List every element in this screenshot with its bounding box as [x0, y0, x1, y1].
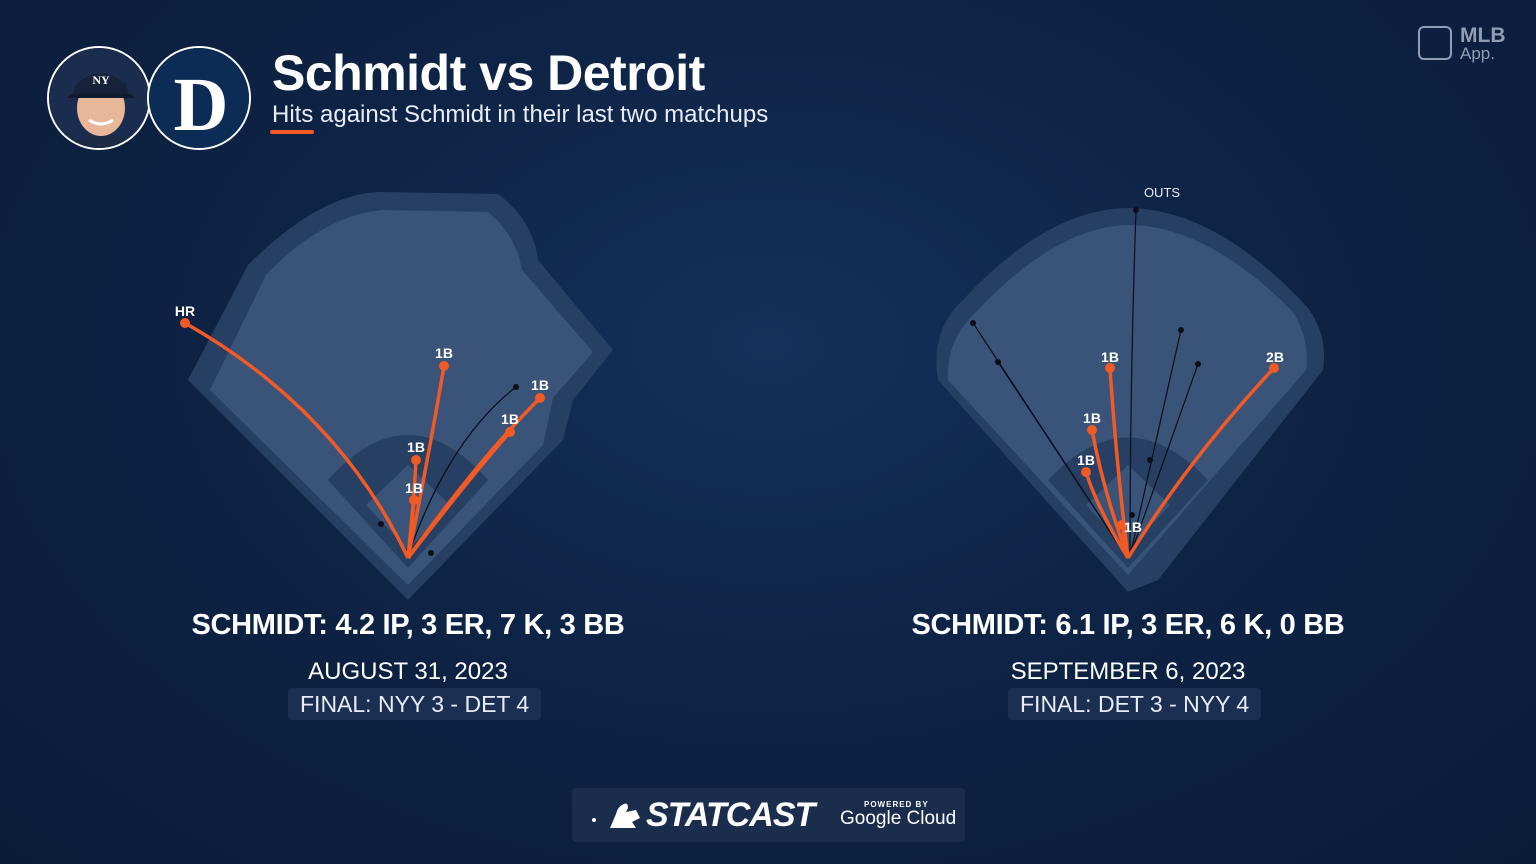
hit-label: 1B — [405, 480, 423, 496]
hit-label: HR — [175, 303, 195, 319]
out-marker — [513, 384, 519, 390]
hit-line-1b — [1084, 471, 1130, 559]
statcast-wordmark: STATCAST — [646, 796, 815, 834]
mlb-batter-icon — [610, 803, 640, 828]
game-1-final-score: FINAL: NYY 3 - DET 4 — [288, 688, 542, 720]
hit-label: 1B — [1101, 349, 1119, 365]
out-marker — [1178, 327, 1184, 333]
hit-label: 2B — [1266, 349, 1284, 365]
out-line — [1129, 329, 1182, 557]
out-marker — [1133, 207, 1139, 213]
game-1-date: AUGUST 31, 2023 — [308, 658, 508, 685]
outs-label: OUTS — [1144, 185, 1180, 200]
mlb-app-logo: MLB App. — [1418, 24, 1518, 64]
spray-chart-game-1: HR 1B 1B 1B 1B 1B — [148, 180, 668, 600]
hit-label: 1B — [407, 439, 425, 455]
field-infield-grass — [366, 465, 450, 550]
statcast-footer-logo: STATCAST POWERED BY Google Cloud — [572, 788, 965, 842]
hit-line-hr — [184, 321, 410, 559]
hit-label: 1B — [531, 377, 549, 393]
hit-line-1b — [1120, 524, 1130, 559]
hit-trajectories: HR 1B 1B 1B 1B 1B — [175, 303, 549, 560]
page-subtitle: Hits against Schmidt in their last two m… — [272, 101, 769, 128]
out-marker — [1195, 361, 1201, 367]
svg-text:NY: NY — [92, 73, 110, 87]
hit-label: 1B — [501, 411, 519, 427]
mlb-app-brand-line2: App. — [1460, 44, 1495, 63]
player-photo: NY — [47, 46, 151, 150]
page-title: Schmidt vs Detroit — [272, 45, 705, 101]
hit-label: 1B — [1083, 410, 1101, 426]
svg-text:D: D — [174, 63, 229, 147]
game-1-pitching-line: SCHMIDT: 4.2 IP, 3 ER, 7 K, 3 BB — [191, 609, 625, 641]
field-outfield — [947, 225, 1307, 575]
game-2-date: SEPTEMBER 6, 2023 — [1010, 658, 1246, 685]
hit-label: 1B — [1077, 452, 1095, 468]
team-logo: D — [147, 46, 251, 150]
field-infield-grass — [1086, 465, 1170, 550]
out-marker — [378, 521, 384, 527]
tigers-d-logo-icon: D — [149, 48, 249, 148]
out-marker — [428, 550, 434, 556]
hit-label: 1B — [435, 345, 453, 361]
hit-label: 1B — [1124, 519, 1142, 535]
out-line — [997, 361, 1127, 557]
out-trajectories — [378, 384, 519, 557]
out-line — [1129, 363, 1199, 557]
out-line — [407, 386, 517, 557]
out-marker — [1147, 457, 1153, 463]
spray-chart-game-2: OUTS 1B 2B 1B 1B — [868, 180, 1388, 600]
hit-line-1b — [406, 430, 512, 560]
hit-trajectories: 1B 2B 1B 1B 1B — [1077, 349, 1284, 559]
google-cloud-wordmark: Google Cloud — [840, 808, 957, 829]
out-trajectories — [970, 207, 1201, 559]
statcast-dot-icon — [592, 818, 596, 822]
out-marker — [970, 320, 976, 326]
game-2-pitching-line: SCHMIDT: 6.1 IP, 3 ER, 6 K, 0 BB — [911, 609, 1345, 641]
mlb-app-brand-line1: MLB — [1460, 24, 1506, 47]
player-headshot-icon: NY — [49, 48, 149, 148]
mlb-logo-icon — [1418, 26, 1452, 60]
out-line — [1129, 209, 1137, 559]
hit-line-1b — [406, 365, 446, 559]
hit-line-1b — [1090, 429, 1130, 559]
game-2-final-score: FINAL: DET 3 - NYY 4 — [1008, 688, 1262, 720]
field-outfield — [210, 210, 593, 585]
hit-line-2b — [1126, 366, 1276, 559]
subtitle-accent-bar — [270, 130, 314, 134]
out-marker — [995, 359, 1001, 365]
powered-by-label: POWERED BY — [864, 800, 929, 809]
out-marker — [1129, 512, 1135, 518]
